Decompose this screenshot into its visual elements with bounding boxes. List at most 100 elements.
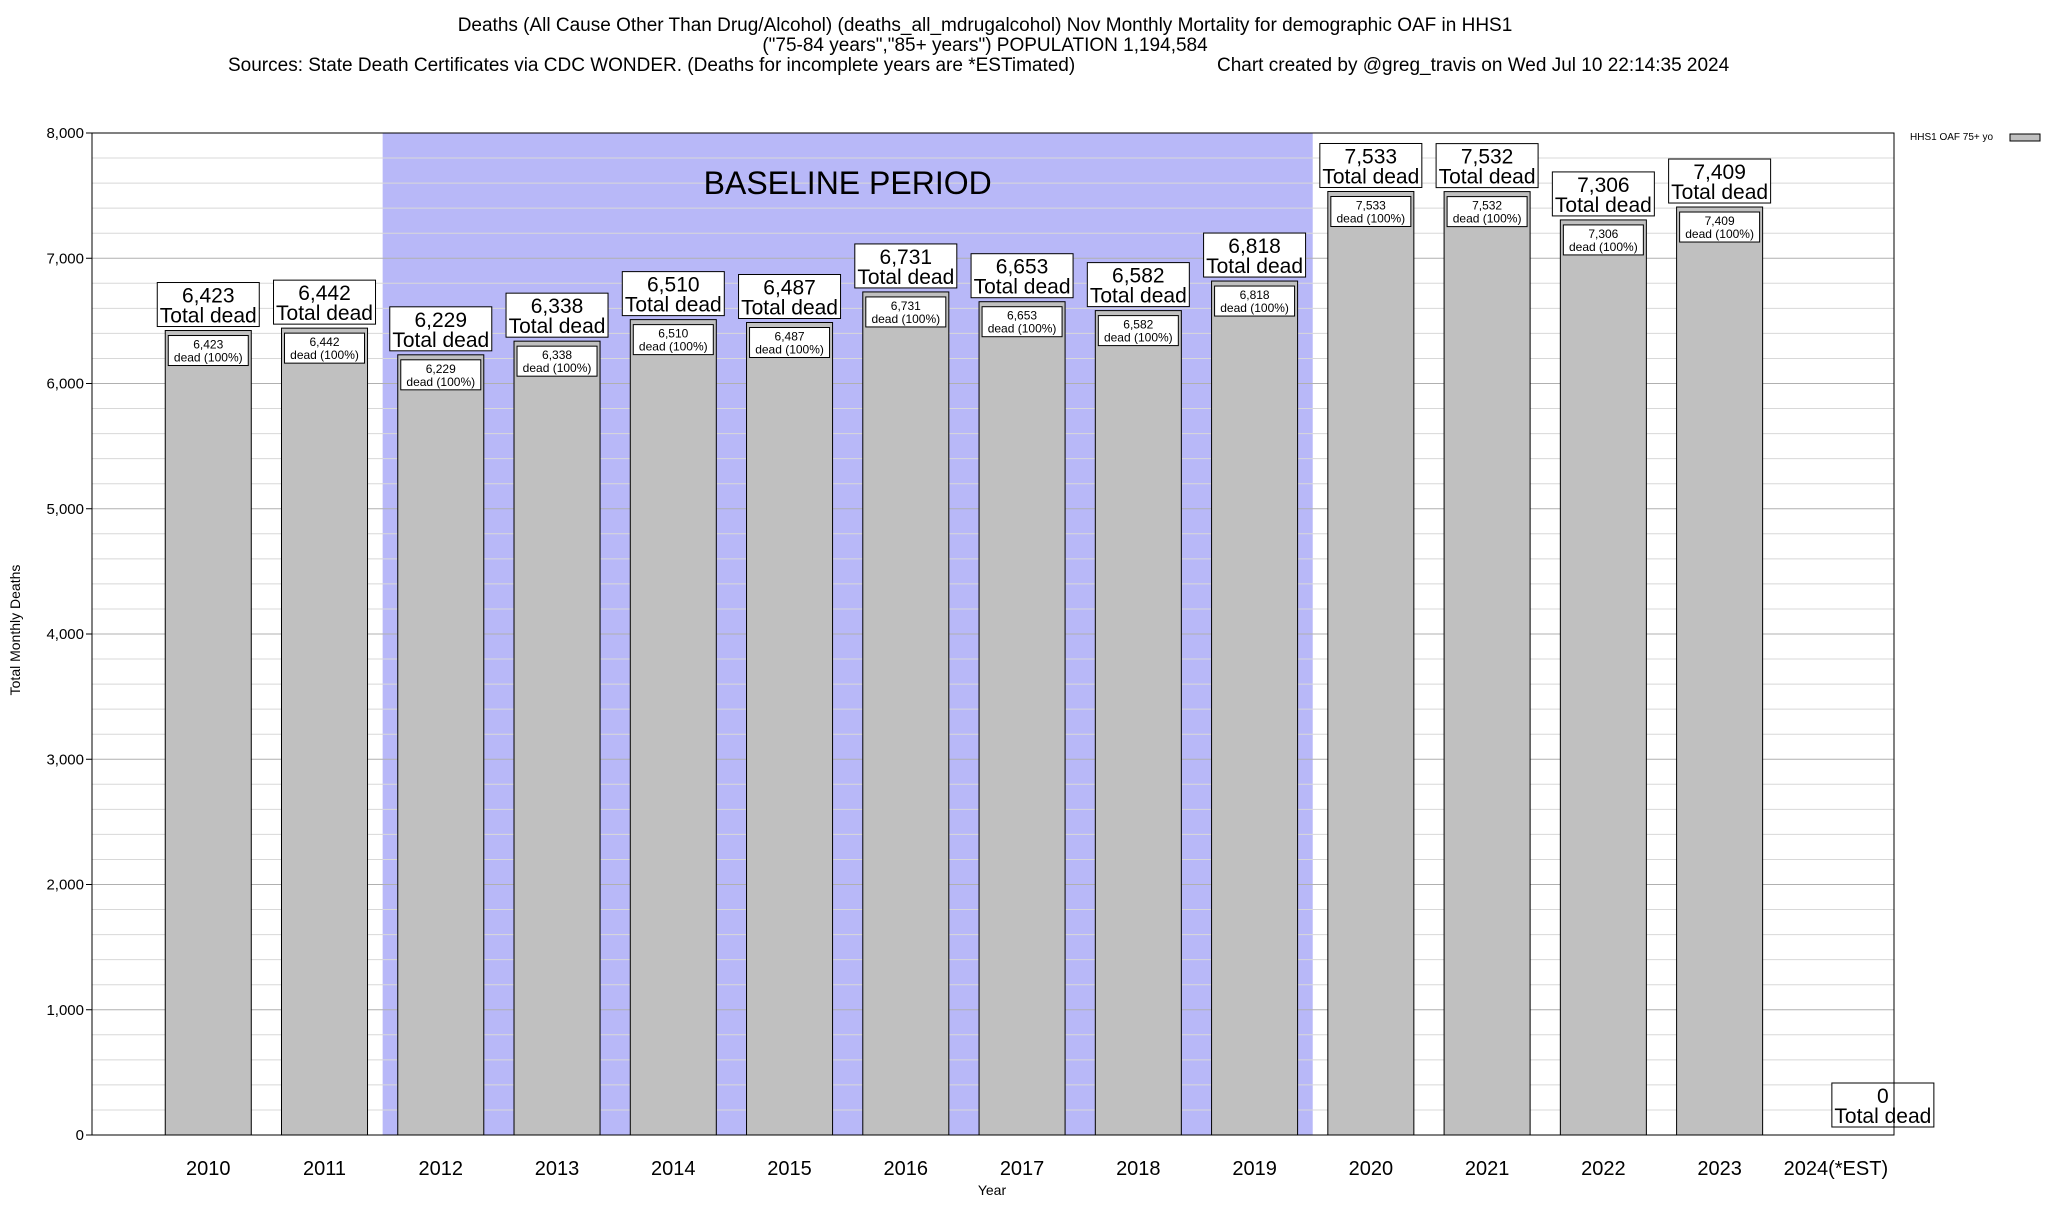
bar-inner-label-box bbox=[167, 335, 249, 367]
bar-total-value: 6,487 bbox=[763, 277, 816, 300]
x-tick-label: 2012 bbox=[419, 1158, 464, 1180]
bar-inner-value: 6,818 bbox=[1240, 288, 1270, 302]
y-tick-label: 5,000 bbox=[46, 501, 84, 518]
bar-total-label-box bbox=[1319, 142, 1423, 188]
bar-inner-percent: dead (100%) bbox=[1336, 211, 1405, 225]
bar bbox=[281, 327, 369, 1136]
x-tick-label: 2019 bbox=[1232, 1158, 1277, 1180]
chart-title: Deaths (All Cause Other Than Drug/Alcoho… bbox=[228, 15, 1730, 76]
bar-total-label-box bbox=[505, 292, 609, 338]
bar-inner-percent: dead (100%) bbox=[1453, 212, 1522, 226]
bar-inner-percent: dead (100%) bbox=[1220, 301, 1289, 315]
bar-inner-label-box bbox=[1562, 224, 1644, 256]
bar-total-value: 6,653 bbox=[996, 256, 1049, 279]
legend-swatch bbox=[2009, 133, 2041, 142]
bar-inner-value: 7,532 bbox=[1472, 199, 1502, 213]
bar-inner-label-box bbox=[1446, 196, 1528, 228]
x-tick-label: 2014 bbox=[651, 1158, 696, 1180]
bar bbox=[513, 340, 601, 1136]
bar-total-suffix: Total dead bbox=[1671, 181, 1768, 204]
bar-total-suffix: Total dead bbox=[1555, 194, 1652, 217]
bar-total-label-box bbox=[1831, 1082, 1935, 1128]
bar-inner-label-box bbox=[1214, 285, 1296, 317]
bar-inner-percent: dead (100%) bbox=[174, 351, 243, 365]
bar-total-suffix: Total dead bbox=[1439, 166, 1536, 189]
bar-total-value: 6,338 bbox=[531, 295, 584, 318]
bar-inner-label-box bbox=[1097, 315, 1179, 347]
bar-inner-percent: dead (100%) bbox=[406, 375, 475, 389]
bar-inner-value: 6,338 bbox=[542, 348, 572, 362]
bar bbox=[1443, 191, 1531, 1136]
x-tick-label: 2020 bbox=[1349, 1158, 1394, 1180]
bar-inner-label-box bbox=[749, 327, 831, 359]
bar-inner-percent: dead (100%) bbox=[755, 343, 824, 357]
bar-total-label-box bbox=[1551, 171, 1655, 217]
bar-total-label-box bbox=[1203, 232, 1307, 278]
bar-inner-value: 6,423 bbox=[193, 338, 223, 352]
bar bbox=[1559, 219, 1647, 1136]
x-tick-label: 2017 bbox=[1000, 1158, 1045, 1180]
bar-inner-label-box bbox=[1330, 195, 1412, 227]
bar-inner-percent: dead (100%) bbox=[290, 348, 359, 362]
bar-total-value: 6,423 bbox=[182, 285, 235, 308]
bar-inner-label-box bbox=[284, 332, 366, 364]
bar bbox=[978, 301, 1066, 1136]
x-tick-label: 2024(*EST) bbox=[1784, 1158, 1889, 1180]
bar-total-label-box bbox=[970, 253, 1074, 299]
bar-total-label-box bbox=[273, 279, 377, 325]
bar-total-value: 7,532 bbox=[1461, 146, 1514, 169]
bar bbox=[397, 354, 485, 1136]
bar-total-label-box bbox=[389, 306, 493, 352]
y-tick-label: 6,000 bbox=[46, 376, 84, 393]
title-line-2: ("75-84 years","85+ years") POPULATION 1… bbox=[762, 35, 1208, 56]
bar bbox=[862, 291, 950, 1136]
x-tick-label: 2013 bbox=[535, 1158, 580, 1180]
bar-inner-value: 6,510 bbox=[658, 327, 688, 341]
bar-total-value: 6,442 bbox=[298, 282, 351, 305]
bar-inner-value: 6,731 bbox=[891, 299, 921, 313]
bar-inner-value: 7,533 bbox=[1356, 198, 1386, 212]
bar-total-value: 7,533 bbox=[1345, 145, 1398, 168]
bar-inner-label-box bbox=[632, 324, 714, 356]
x-tick-label: 2015 bbox=[767, 1158, 812, 1180]
bar-inner-value: 7,409 bbox=[1705, 214, 1735, 228]
bar-inner-value: 6,653 bbox=[1007, 309, 1037, 323]
x-tick-label: 2011 bbox=[303, 1158, 346, 1180]
x-tick-label: 2018 bbox=[1116, 1158, 1161, 1180]
bar-inner-percent: dead (100%) bbox=[1569, 240, 1638, 254]
bar-total-label-box bbox=[621, 271, 725, 317]
bar-inner-value: 7,306 bbox=[1588, 227, 1618, 241]
bar-inner-value: 6,442 bbox=[310, 335, 340, 349]
bar-total-label-box bbox=[854, 243, 958, 289]
title-line-3-credit: Chart created by @greg_travis on Wed Jul… bbox=[1217, 55, 1730, 76]
bar-total-suffix: Total dead bbox=[974, 276, 1071, 299]
bar bbox=[746, 322, 834, 1136]
baseline-period-label: BASELINE PERIOD bbox=[704, 165, 992, 201]
bar-total-value: 6,818 bbox=[1228, 235, 1281, 258]
y-tick-label: 0 bbox=[76, 1127, 84, 1144]
bar-total-value: 0 bbox=[1877, 1085, 1889, 1108]
bar bbox=[1094, 310, 1182, 1136]
bar-total-value: 6,582 bbox=[1112, 265, 1165, 288]
bar-inner-value: 6,229 bbox=[426, 362, 456, 376]
bar-total-label-box bbox=[1668, 158, 1772, 204]
bar-total-label-box bbox=[1435, 143, 1539, 189]
bar-total-suffix: Total dead bbox=[509, 315, 606, 338]
y-tick-label: 1,000 bbox=[46, 1002, 84, 1019]
title-line-1: Deaths (All Cause Other Than Drug/Alcoho… bbox=[458, 15, 1513, 36]
bar-total-value: 6,229 bbox=[414, 309, 467, 332]
bar bbox=[1327, 190, 1415, 1136]
bar-total-suffix: Total dead bbox=[625, 294, 722, 317]
bar-inner-label-box bbox=[981, 306, 1063, 338]
bar-total-value: 6,510 bbox=[647, 274, 700, 297]
bar-inner-value: 6,487 bbox=[775, 330, 805, 344]
x-axis-label: Year bbox=[978, 1182, 1007, 1198]
bar-total-suffix: Total dead bbox=[276, 302, 373, 325]
bar-inner-value: 6,582 bbox=[1123, 318, 1153, 332]
bar-total-value: 7,306 bbox=[1577, 174, 1630, 197]
bar bbox=[1676, 206, 1764, 1136]
y-axis-label: Total Monthly Deaths bbox=[7, 565, 23, 696]
